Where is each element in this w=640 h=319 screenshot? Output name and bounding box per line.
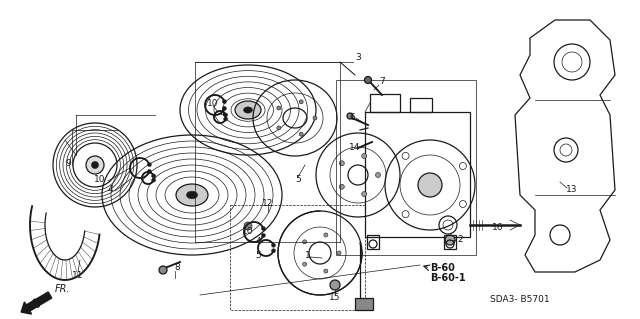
Circle shape — [347, 113, 353, 119]
FancyArrow shape — [21, 292, 52, 314]
Circle shape — [376, 173, 381, 177]
Ellipse shape — [186, 191, 198, 199]
Text: 13: 13 — [566, 186, 578, 195]
Circle shape — [365, 77, 371, 84]
Circle shape — [152, 178, 156, 182]
Bar — [355, 298, 373, 310]
Circle shape — [303, 240, 307, 244]
Circle shape — [362, 153, 367, 159]
Text: 16: 16 — [492, 224, 504, 233]
Circle shape — [147, 169, 152, 174]
Circle shape — [147, 163, 152, 167]
Bar — [336, 80, 476, 255]
Text: 5: 5 — [255, 250, 261, 259]
Bar — [367, 235, 379, 249]
Circle shape — [337, 251, 341, 255]
Circle shape — [92, 161, 99, 169]
Text: 4: 4 — [107, 186, 113, 195]
Text: 4: 4 — [219, 108, 225, 117]
Circle shape — [271, 249, 275, 253]
Bar — [370, 94, 400, 112]
Text: 8: 8 — [174, 263, 180, 272]
Circle shape — [86, 156, 104, 174]
Text: 1: 1 — [305, 250, 311, 259]
Bar — [230, 205, 365, 310]
Text: 3: 3 — [355, 54, 361, 63]
Text: FR.: FR. — [55, 284, 70, 294]
Text: B-60-1: B-60-1 — [430, 273, 466, 283]
Circle shape — [244, 222, 252, 230]
Circle shape — [223, 117, 228, 121]
Circle shape — [339, 184, 344, 189]
Bar — [444, 235, 456, 249]
Circle shape — [339, 161, 344, 166]
Ellipse shape — [243, 107, 253, 113]
Bar — [410, 98, 432, 112]
Circle shape — [271, 243, 275, 247]
Ellipse shape — [176, 184, 208, 206]
Text: 6: 6 — [349, 114, 355, 122]
Text: 10: 10 — [94, 175, 106, 184]
Bar — [365, 112, 470, 237]
Text: 10: 10 — [243, 227, 253, 236]
Text: B-60: B-60 — [430, 263, 455, 273]
Circle shape — [313, 116, 317, 120]
Text: 15: 15 — [329, 293, 340, 302]
Circle shape — [222, 100, 227, 104]
Circle shape — [277, 126, 281, 130]
Circle shape — [362, 191, 367, 197]
Text: 2: 2 — [457, 235, 463, 244]
Circle shape — [261, 226, 266, 231]
Text: 5: 5 — [295, 175, 301, 184]
Circle shape — [223, 113, 228, 117]
Text: 14: 14 — [349, 144, 361, 152]
Circle shape — [277, 106, 281, 110]
Ellipse shape — [235, 101, 261, 119]
Circle shape — [222, 107, 227, 110]
Circle shape — [418, 173, 442, 197]
Circle shape — [261, 234, 266, 237]
Text: 4: 4 — [255, 238, 261, 247]
Circle shape — [324, 233, 328, 237]
Text: 10: 10 — [207, 99, 219, 108]
Circle shape — [152, 174, 156, 178]
Text: 7: 7 — [379, 78, 385, 86]
Circle shape — [299, 100, 303, 104]
Circle shape — [445, 235, 455, 245]
Text: 11: 11 — [72, 271, 84, 279]
Text: SDA3- B5701: SDA3- B5701 — [490, 295, 550, 305]
Circle shape — [324, 269, 328, 273]
Text: 12: 12 — [262, 198, 274, 207]
Circle shape — [159, 266, 167, 274]
Circle shape — [303, 262, 307, 266]
Circle shape — [330, 280, 340, 290]
Text: 9: 9 — [65, 159, 71, 167]
Circle shape — [299, 132, 303, 136]
